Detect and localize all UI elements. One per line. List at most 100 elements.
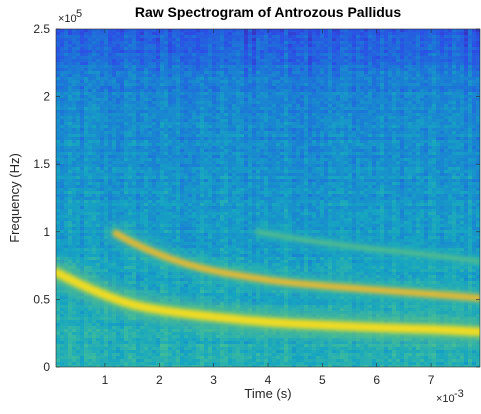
noise-cell xyxy=(472,62,477,66)
noise-cell xyxy=(256,98,261,102)
noise-cell xyxy=(452,86,457,90)
noise-cell xyxy=(96,95,101,99)
noise-cell xyxy=(424,38,429,42)
noise-cell xyxy=(444,107,449,111)
noise-cell xyxy=(224,74,229,78)
noise-cell xyxy=(460,29,465,33)
noise-cell xyxy=(128,62,133,66)
noise-cell xyxy=(396,41,401,45)
noise-cell xyxy=(460,104,465,108)
noise-cell xyxy=(124,107,129,111)
noise-cell xyxy=(88,122,93,126)
noise-cell xyxy=(100,92,105,96)
noise-cell xyxy=(256,44,261,48)
noise-cell xyxy=(148,149,153,153)
noise-cell xyxy=(380,104,385,108)
noise-cell xyxy=(324,167,329,171)
noise-cell xyxy=(456,59,461,63)
noise-cell xyxy=(184,122,189,126)
noise-cell xyxy=(60,113,65,117)
noise-cell xyxy=(360,116,365,120)
noise-cell xyxy=(124,44,129,48)
noise-cell xyxy=(140,32,145,36)
noise-cell xyxy=(312,59,317,63)
noise-cell xyxy=(312,77,317,81)
noise-cell xyxy=(224,167,229,171)
noise-cell xyxy=(184,113,189,117)
noise-cell xyxy=(312,131,317,135)
noise-cell xyxy=(256,56,261,60)
noise-cell xyxy=(196,89,201,93)
noise-cell xyxy=(436,95,441,99)
noise-cell xyxy=(100,107,105,111)
noise-cell xyxy=(428,95,433,99)
noise-cell xyxy=(240,53,245,57)
noise-cell xyxy=(160,152,165,156)
noise-cell xyxy=(424,122,429,126)
noise-cell xyxy=(112,131,117,135)
noise-cell xyxy=(248,140,253,144)
noise-cell xyxy=(60,35,65,39)
noise-cell xyxy=(456,35,461,39)
noise-cell xyxy=(212,53,217,57)
noise-cell xyxy=(460,38,465,42)
noise-cell xyxy=(240,32,245,36)
noise-cell xyxy=(120,59,125,63)
noise-cell xyxy=(296,140,301,144)
noise-cell xyxy=(104,77,109,81)
noise-cell xyxy=(412,50,417,54)
noise-cell xyxy=(108,77,113,81)
noise-cell xyxy=(84,155,89,159)
noise-cell xyxy=(296,98,301,102)
noise-cell xyxy=(224,80,229,84)
noise-cell xyxy=(204,47,209,51)
noise-cell xyxy=(84,74,89,78)
noise-cell xyxy=(144,104,149,108)
noise-cell xyxy=(172,164,177,168)
noise-cell xyxy=(112,110,117,114)
noise-cell xyxy=(124,83,129,87)
noise-cell xyxy=(240,143,245,147)
noise-cell xyxy=(116,92,121,96)
noise-cell xyxy=(196,122,201,126)
noise-cell xyxy=(100,140,105,144)
noise-cell xyxy=(424,89,429,93)
noise-cell xyxy=(172,167,177,171)
noise-cell xyxy=(432,119,437,123)
noise-cell xyxy=(436,65,441,69)
noise-cell xyxy=(80,77,85,81)
noise-cell xyxy=(200,71,205,75)
noise-cell xyxy=(336,98,341,102)
noise-cell xyxy=(296,65,301,69)
noise-cell xyxy=(212,143,217,147)
noise-cell xyxy=(460,62,465,66)
noise-cell xyxy=(428,89,433,93)
noise-cell xyxy=(416,116,421,120)
noise-cell xyxy=(192,50,197,54)
noise-cell xyxy=(272,59,277,63)
noise-cell xyxy=(140,158,145,162)
noise-cell xyxy=(348,140,353,144)
noise-cell xyxy=(80,122,85,126)
noise-cell xyxy=(348,152,353,156)
noise-cell xyxy=(280,29,285,33)
noise-cell xyxy=(340,167,345,171)
noise-cell xyxy=(60,53,65,57)
noise-cell xyxy=(376,122,381,126)
noise-cell xyxy=(252,128,257,132)
noise-cell xyxy=(388,95,393,99)
noise-cell xyxy=(364,59,369,63)
noise-cell xyxy=(68,125,73,129)
noise-cell xyxy=(248,68,253,72)
noise-cell xyxy=(376,128,381,132)
noise-cell xyxy=(144,167,149,171)
noise-cell xyxy=(188,53,193,57)
noise-cell xyxy=(232,56,237,60)
noise-cell xyxy=(364,107,369,111)
noise-cell xyxy=(432,71,437,75)
noise-cell xyxy=(192,146,197,150)
noise-cell xyxy=(476,143,480,147)
noise-cell xyxy=(140,140,145,144)
noise-cell xyxy=(288,41,293,45)
noise-cell xyxy=(288,110,293,114)
